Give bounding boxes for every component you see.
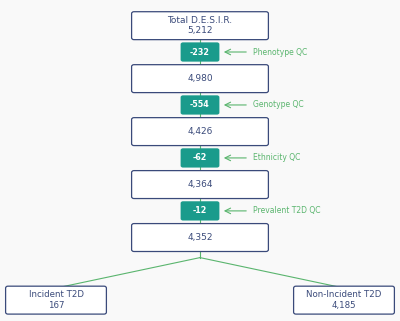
FancyBboxPatch shape bbox=[181, 95, 219, 115]
Text: 4,352: 4,352 bbox=[187, 233, 213, 242]
Text: -554: -554 bbox=[190, 100, 210, 109]
Text: -12: -12 bbox=[193, 206, 207, 215]
Text: Total D.E.S.I.R.
5,212: Total D.E.S.I.R. 5,212 bbox=[168, 16, 232, 35]
FancyBboxPatch shape bbox=[132, 12, 268, 39]
Text: Ethnicity QC: Ethnicity QC bbox=[253, 153, 300, 162]
FancyBboxPatch shape bbox=[181, 148, 219, 168]
FancyBboxPatch shape bbox=[294, 286, 394, 314]
FancyBboxPatch shape bbox=[132, 65, 268, 92]
Text: Phenotype QC: Phenotype QC bbox=[253, 48, 307, 56]
Text: -62: -62 bbox=[193, 153, 207, 162]
FancyBboxPatch shape bbox=[181, 42, 219, 62]
Text: Incident T2D
167: Incident T2D 167 bbox=[28, 291, 84, 310]
Text: 4,426: 4,426 bbox=[187, 127, 213, 136]
Text: Genotype QC: Genotype QC bbox=[253, 100, 304, 109]
Text: 4,980: 4,980 bbox=[187, 74, 213, 83]
Text: 4,364: 4,364 bbox=[187, 180, 213, 189]
FancyBboxPatch shape bbox=[6, 286, 106, 314]
FancyBboxPatch shape bbox=[181, 201, 219, 221]
FancyBboxPatch shape bbox=[132, 118, 268, 146]
FancyBboxPatch shape bbox=[132, 223, 268, 252]
Text: Non-Incident T2D
4,185: Non-Incident T2D 4,185 bbox=[306, 291, 382, 310]
FancyBboxPatch shape bbox=[132, 171, 268, 198]
Text: Prevalent T2D QC: Prevalent T2D QC bbox=[253, 206, 320, 215]
Text: -232: -232 bbox=[190, 48, 210, 56]
